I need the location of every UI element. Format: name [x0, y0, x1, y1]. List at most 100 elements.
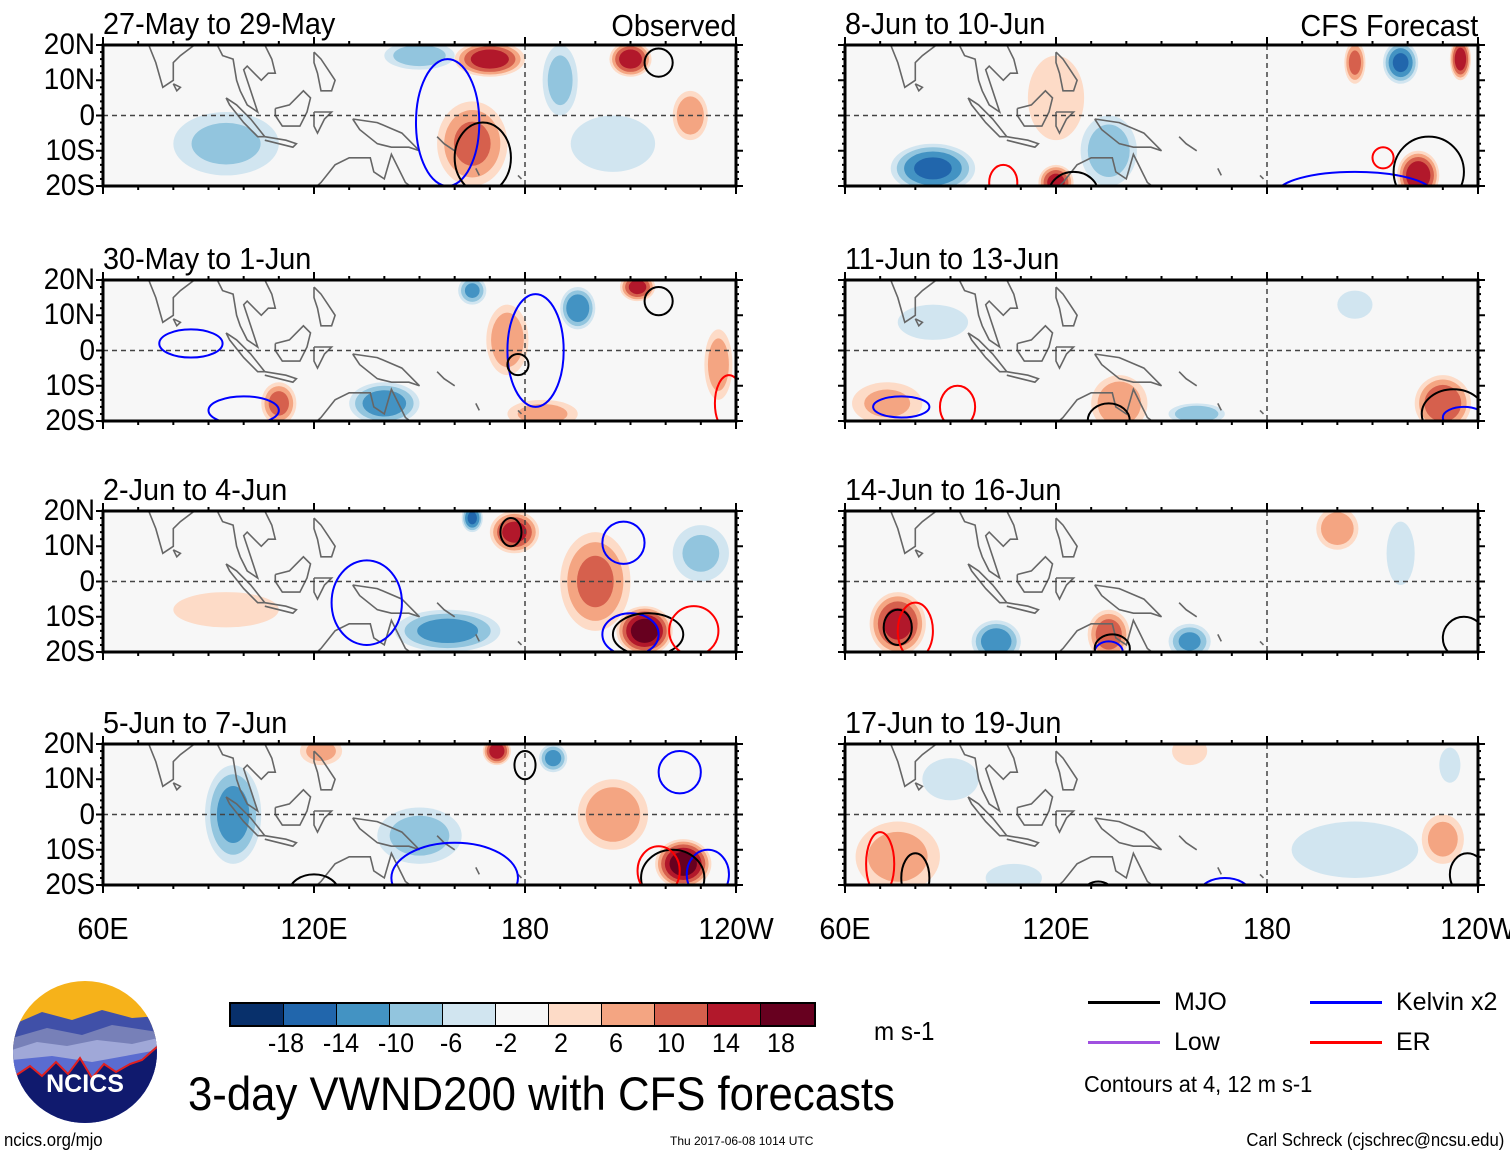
coastline: [1055, 750, 1078, 791]
contour-mjo: [1441, 615, 1478, 652]
contour-mjo: [643, 286, 674, 317]
y-tick-label: 20N: [43, 263, 95, 296]
legend-label: Kelvin x2: [1396, 988, 1498, 1016]
coastline: [1016, 89, 1054, 127]
panel-title: 27-May to 29-May: [103, 6, 336, 41]
legend-label: ER: [1396, 1028, 1431, 1056]
coastline: [216, 280, 277, 349]
y-tick-label: 20S: [45, 169, 95, 202]
negative-anomaly-contour: [545, 749, 562, 767]
colorbar-label: 6: [609, 1028, 623, 1058]
coastline: [172, 83, 182, 93]
colorbar-label: -2: [494, 1028, 518, 1058]
colorbar-label: -14: [322, 1028, 360, 1058]
colorbar-swatch: [602, 1004, 655, 1025]
y-tick-label: 0: [79, 333, 95, 367]
colorbar-swatch: [549, 1004, 602, 1025]
positive-anomaly-contour: [619, 49, 642, 69]
coastline: [315, 152, 412, 186]
coastline: [147, 280, 196, 324]
contour-mjo: [453, 121, 512, 186]
contour-mjo: [1420, 388, 1478, 421]
coastline: [1259, 409, 1265, 415]
contour-er: [938, 384, 977, 421]
coastline: [313, 517, 336, 558]
coastline: [1094, 817, 1163, 851]
map-panel: [838, 272, 1485, 429]
coastline: [313, 810, 334, 834]
y-tick-label: 10N: [43, 529, 95, 563]
map-panel: [96, 272, 743, 429]
legend-item-low: Low: [1088, 1028, 1220, 1057]
positive-anomaly-contour: [470, 49, 509, 69]
positive-anomaly-contour: [1027, 55, 1085, 141]
coastline: [313, 577, 334, 601]
y-tick-label: 10N: [43, 762, 95, 796]
contour-er: [713, 374, 736, 421]
colorbar-swatch: [708, 1004, 761, 1025]
contour-mjo: [1049, 170, 1098, 186]
negative-anomaly-contour: [570, 115, 656, 172]
positive-anomaly-contour: [585, 787, 641, 842]
coastline: [1259, 873, 1265, 879]
contour-mjo: [499, 517, 523, 548]
negative-anomaly-contour: [417, 618, 479, 644]
coastline: [889, 45, 938, 89]
colorbar-swatch: [337, 1004, 390, 1025]
contour-mjo: [611, 612, 685, 652]
coastline: [147, 511, 196, 555]
coastline: [436, 371, 456, 387]
panel-title: 14-Jun to 16-Jun: [845, 472, 1062, 507]
contour-er: [1371, 146, 1395, 170]
negative-anomaly-contour: [1439, 747, 1461, 783]
coastline: [914, 782, 924, 792]
positive-anomaly-contour: [268, 391, 289, 416]
coastline: [517, 409, 523, 415]
positive-anomaly-contour: [628, 280, 647, 295]
figure-title: 3-day VWND200 with CFS forecasts: [188, 1067, 895, 1120]
legend-swatch-low: [1088, 1041, 1160, 1044]
positive-anomaly-contour: [453, 121, 491, 166]
y-tick-label: 20N: [43, 494, 95, 527]
coastline: [352, 817, 421, 851]
negative-anomaly-contour: [547, 55, 573, 106]
contour-mjo: [900, 852, 931, 885]
contour-kelvin-x2: [1280, 170, 1430, 186]
coastline: [264, 135, 298, 149]
coastline: [914, 318, 924, 328]
panel-title: 30-May to 1-Jun: [103, 241, 312, 276]
positive-anomaly-contour: [864, 389, 911, 418]
colorbar-label: 2: [554, 1028, 568, 1058]
coastline: [967, 332, 1009, 373]
coastline: [1006, 834, 1040, 848]
website-link[interactable]: ncics.org/mjo: [4, 1130, 103, 1150]
coastline: [475, 867, 481, 875]
coastline: [1055, 810, 1076, 834]
map-panel: [838, 503, 1485, 660]
coastline: [172, 318, 182, 328]
ncics-logo: NCICS: [12, 980, 158, 1124]
contour-mjo: [290, 873, 338, 885]
coastline: [172, 782, 182, 792]
contour-kelvin-x2: [330, 559, 403, 646]
coastline: [216, 511, 277, 580]
coastline: [1006, 370, 1040, 384]
coastline: [1016, 324, 1054, 362]
colorbar-label: -6: [439, 1028, 463, 1058]
coastline: [1057, 152, 1154, 186]
coastline: [1217, 867, 1223, 875]
coastline: [1055, 517, 1078, 558]
contour-kelvin-x2: [158, 328, 224, 359]
coastline: [436, 602, 456, 618]
x-tick-label: 180: [1242, 911, 1292, 946]
colorbar-swatch: [231, 1004, 284, 1025]
contour-mjo: [1086, 880, 1111, 885]
coastline: [967, 97, 1009, 138]
coastline: [967, 563, 1009, 604]
negative-anomaly-contour: [1178, 632, 1201, 651]
colorbar-units: m s-1: [874, 1016, 935, 1046]
coastline: [313, 750, 336, 791]
negative-anomaly-contour: [1174, 405, 1219, 421]
coastline: [274, 89, 312, 127]
negative-anomaly-contour: [985, 863, 1042, 885]
